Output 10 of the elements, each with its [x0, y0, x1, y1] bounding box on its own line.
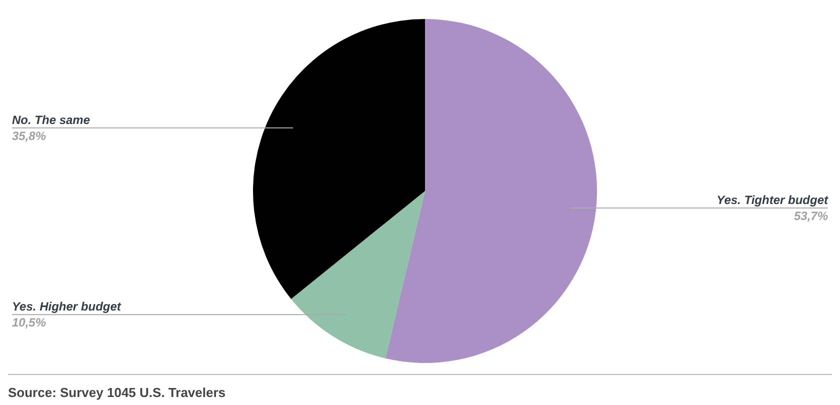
- slice-label: Yes. Tighter budget: [716, 192, 829, 207]
- data-label: 53,7%: [794, 208, 828, 223]
- pie-slice: [253, 19, 425, 299]
- data-label: 35,8%: [12, 128, 46, 143]
- pie-slice: [385, 19, 597, 363]
- pie-slice: [291, 191, 425, 358]
- data-label: 10,5%: [12, 316, 46, 330]
- slice-label: Yes. Higher budget: [12, 300, 122, 314]
- source-note: Source: Survey 1045 U.S. Travelers: [8, 385, 226, 400]
- slice-label: No. The same: [12, 112, 90, 127]
